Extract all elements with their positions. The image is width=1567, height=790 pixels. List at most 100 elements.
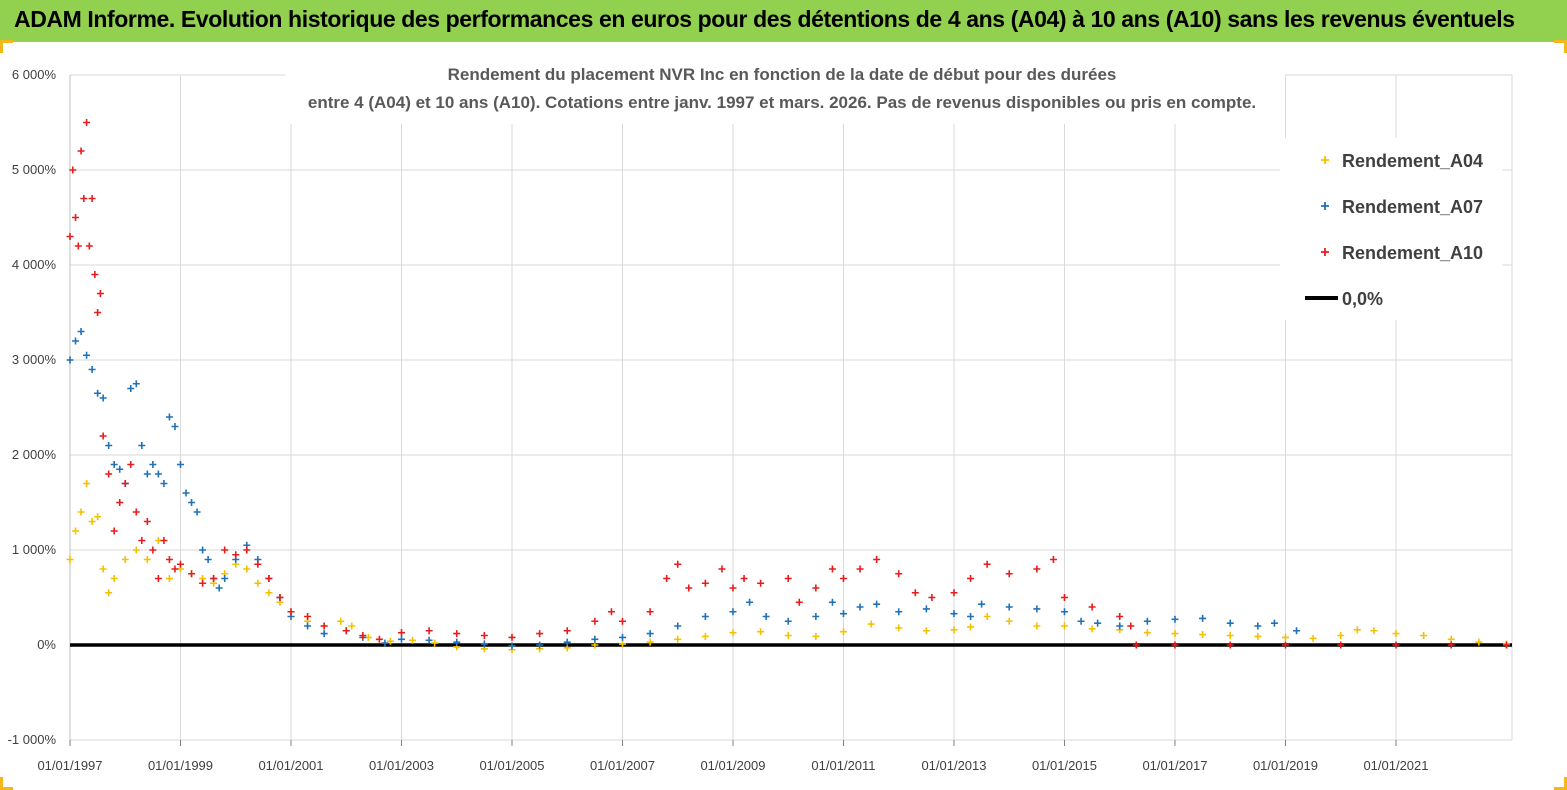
data-point: [784, 617, 792, 625]
data-point: [110, 575, 118, 582]
data-point: [663, 575, 671, 582]
data-point: [88, 518, 96, 525]
data-point: [171, 565, 179, 573]
data-point: [839, 610, 847, 618]
data-point: [165, 575, 173, 582]
data-point: [1077, 617, 1085, 625]
x-tick-label: 01/01/2003: [369, 758, 434, 773]
data-point: [80, 195, 88, 202]
data-point: [265, 575, 273, 582]
data-point: [1281, 641, 1289, 649]
data-point: [922, 605, 930, 613]
data-point: [66, 233, 74, 240]
data-point: [254, 579, 262, 587]
data-point: [839, 628, 847, 636]
header-banner: ADAM Informe. Evolution historique des p…: [0, 0, 1567, 42]
data-point: [232, 551, 240, 559]
data-point: [83, 480, 91, 487]
frame-corner: [0, 40, 13, 53]
plot-series: [66, 119, 1512, 654]
data-point: [895, 624, 903, 632]
data-point: [536, 641, 544, 649]
data-point: [1143, 617, 1151, 625]
data-point: [320, 630, 328, 638]
data-point: [116, 465, 124, 473]
x-tick-label: 01/01/2015: [1032, 758, 1097, 773]
data-point: [69, 166, 77, 174]
data-point: [1226, 619, 1234, 627]
data-point: [950, 610, 958, 618]
legend-label: Rendement_A10: [1342, 243, 1483, 263]
data-point: [812, 613, 820, 620]
data-point: [828, 598, 836, 606]
data-point: [85, 242, 93, 250]
data-point: [563, 638, 571, 646]
data-point: [99, 394, 107, 402]
legend-swatch: [1321, 156, 1329, 164]
data-point: [342, 627, 350, 635]
data-point: [1392, 641, 1400, 649]
data-point: [1281, 633, 1289, 641]
data-point: [618, 640, 626, 648]
data-point: [950, 589, 958, 597]
data-point: [348, 622, 356, 630]
data-point: [1049, 556, 1057, 563]
data-point: [243, 565, 251, 573]
data-point: [99, 565, 107, 573]
x-tick-label: 01/01/1997: [37, 758, 102, 773]
data-point: [199, 579, 207, 587]
data-point: [967, 575, 975, 582]
data-point: [674, 560, 682, 568]
x-tick-label: 01/01/2013: [921, 758, 986, 773]
data-point: [685, 584, 693, 592]
data-point: [1475, 638, 1483, 646]
data-point: [873, 600, 881, 608]
legend-label: 0,0%: [1342, 289, 1383, 309]
data-point: [812, 632, 820, 640]
data-point: [431, 639, 439, 647]
data-point: [950, 626, 958, 634]
chart-title: Rendement du placement NVR Inc en foncti…: [285, 58, 1285, 124]
data-point: [359, 632, 367, 639]
data-point: [386, 637, 394, 645]
data-point: [856, 603, 864, 611]
data-point: [165, 413, 173, 421]
data-point: [72, 337, 80, 345]
data-point: [729, 629, 737, 637]
data-point: [1337, 641, 1345, 649]
data-point: [66, 356, 74, 364]
data-point: [1116, 622, 1124, 630]
data-point: [182, 489, 190, 497]
data-point: [1060, 608, 1068, 616]
data-point: [94, 513, 102, 521]
data-point: [132, 546, 140, 554]
chart-title-line-1: Rendement du placement NVR Inc en foncti…: [448, 65, 1117, 84]
data-point: [895, 608, 903, 616]
data-point: [983, 613, 991, 620]
data-point: [1171, 641, 1179, 649]
data-point: [746, 598, 754, 606]
data-point: [116, 499, 124, 506]
y-tick-label: 4 000%: [12, 257, 57, 272]
data-point: [646, 608, 654, 616]
data-point: [127, 385, 135, 392]
data-point: [193, 508, 201, 516]
data-point: [221, 546, 229, 554]
data-point: [143, 556, 151, 563]
data-point: [1132, 641, 1140, 649]
data-point: [381, 639, 389, 647]
data-point: [740, 575, 748, 582]
data-point: [154, 575, 162, 582]
x-tick-label: 01/01/2011: [811, 758, 875, 773]
data-point: [320, 622, 328, 630]
data-point: [729, 608, 737, 616]
data-point: [1060, 622, 1068, 630]
data-point: [1447, 641, 1455, 649]
data-point: [1370, 627, 1378, 635]
data-point: [425, 627, 433, 635]
data-point: [1226, 632, 1234, 639]
x-tick-label: 01/01/2019: [1253, 758, 1318, 773]
data-point: [143, 470, 151, 478]
data-point: [1337, 632, 1345, 639]
data-point: [77, 508, 85, 516]
